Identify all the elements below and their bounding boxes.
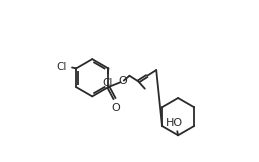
Text: O: O (118, 76, 127, 86)
Text: Cl: Cl (57, 62, 67, 72)
Text: O: O (111, 103, 120, 113)
Text: HO: HO (166, 118, 183, 128)
Text: Cl: Cl (102, 78, 113, 88)
